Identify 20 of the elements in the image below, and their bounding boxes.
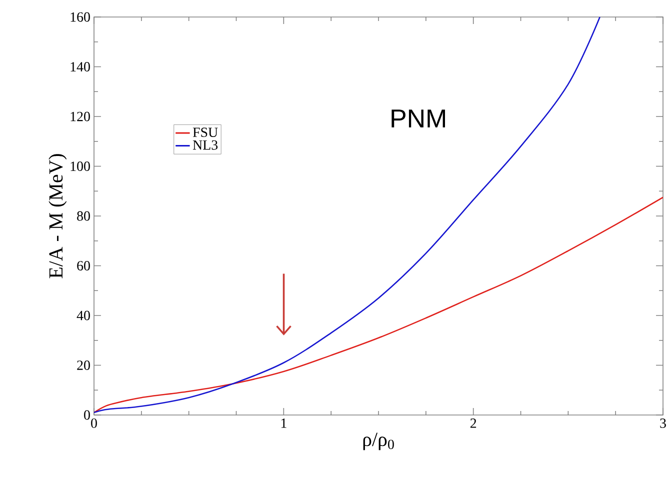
y-tick-label: 20 <box>77 360 90 370</box>
y-tick-label: 100 <box>70 162 90 171</box>
y-tick-label: 60 <box>77 261 90 270</box>
x-tick-label: 1 <box>281 418 286 428</box>
x-tick-label: 2 <box>470 418 476 428</box>
x-tick-label: 3 <box>660 418 666 428</box>
y-tick-label: 40 <box>76 310 90 320</box>
y-tick-label: 160 <box>70 12 90 22</box>
legend-label: NL3 <box>192 140 218 150</box>
y-axis-title: E/A - M (MeV) <box>48 154 67 278</box>
x-axis-title: ρ/ρ$_{0}$ <box>363 432 394 450</box>
y-tick-label: 120 <box>70 112 90 122</box>
x-tick-label: 0 <box>91 418 97 428</box>
y-tick-label: 140 <box>70 62 90 72</box>
y-tick-label: 0 <box>84 410 90 420</box>
y-tick-label: 80 <box>77 211 90 221</box>
line-series <box>94 16 600 414</box>
annotation: PNM <box>392 110 445 128</box>
line-series <box>94 196 664 414</box>
legend-label: FSU <box>192 128 218 138</box>
